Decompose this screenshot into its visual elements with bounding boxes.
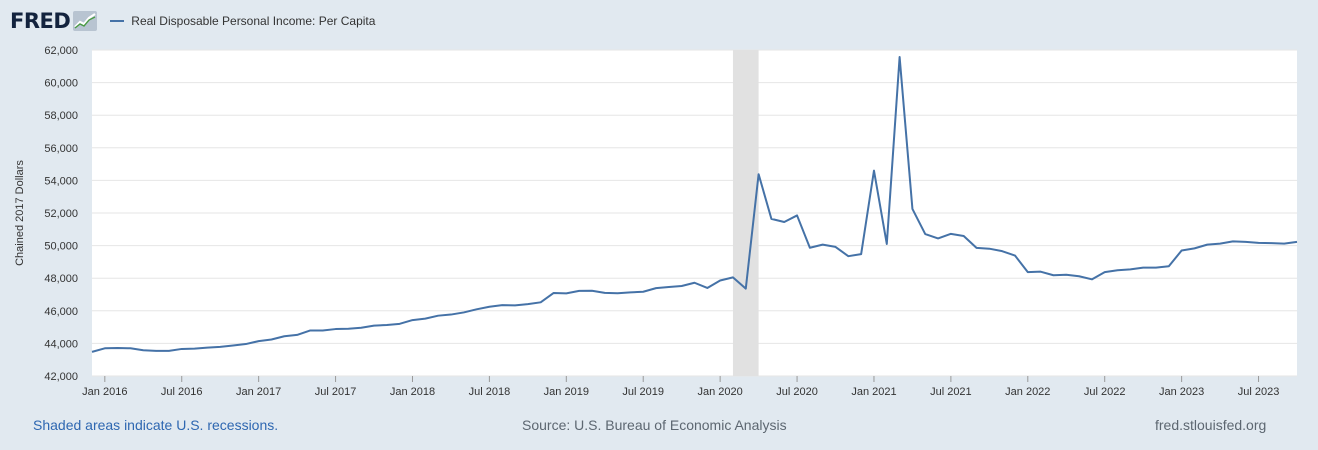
y-tick-label: 42,000 [44, 371, 78, 383]
x-tick-label: Jan 2020 [698, 386, 743, 398]
gridlines [92, 49, 1297, 377]
x-tick-label: Jan 2022 [1005, 386, 1050, 398]
y-tick-label: 58,000 [44, 110, 78, 122]
legend-series-label: Real Disposable Personal Income: Per Cap… [131, 14, 376, 28]
x-tick-label: Jan 2019 [544, 386, 589, 398]
x-tick-label: Jul 2020 [776, 386, 818, 398]
y-tick-label: 44,000 [44, 338, 78, 350]
legend-swatch [110, 20, 125, 22]
y-tick-label: 56,000 [44, 143, 78, 155]
x-tick-label: Jul 2019 [622, 386, 664, 398]
y-axis-label: Chained 2017 Dollars [14, 160, 26, 266]
source-text: Source: U.S. Bureau of Economic Analysis [522, 417, 787, 433]
y-tick-label: 60,000 [44, 78, 78, 90]
y-tick-label: 46,000 [44, 306, 78, 318]
x-tick-label: Jul 2016 [161, 386, 203, 398]
x-tick-label: Jul 2022 [1084, 386, 1126, 398]
series-line-real-disposable-income [91, 56, 1298, 353]
fred-chart-logo-icon [73, 11, 98, 31]
y-tick-label: 54,000 [44, 175, 78, 187]
y-tick-label: 48,000 [44, 273, 78, 285]
x-tick-label: Jan 2016 [82, 386, 127, 398]
x-tick-label: Jul 2023 [1238, 386, 1280, 398]
legend[interactable]: Real Disposable Personal Income: Per Cap… [110, 14, 375, 28]
y-tick-label: 62,000 [44, 45, 78, 57]
x-tick-label: Jan 2021 [851, 386, 896, 398]
x-tick-label: Jan 2017 [236, 386, 281, 398]
x-tick-label: Jul 2017 [315, 386, 357, 398]
x-axis-ticks: Jan 2016 Jul 2016 Jan 2017 Jul 2017 Jan 2018… [82, 376, 1279, 398]
fred-logo-text: FRED [10, 8, 71, 33]
x-tick-label: Jan 2018 [390, 386, 435, 398]
x-tick-label: Jan 2023 [1159, 386, 1204, 398]
series-layer [91, 56, 1298, 353]
x-tick-label: Jul 2021 [930, 386, 972, 398]
header: FRED Real Disposable Personal Income: Pe… [10, 8, 375, 34]
site-url[interactable]: fred.stlouisfed.org [1155, 417, 1267, 433]
chart-area[interactable]: 42,000 44,000 46,000 48,000 50,000 52,000 54,0… [0, 0, 1318, 405]
y-axis-ticks: 42,000 44,000 46,000 48,000 50,000 52,000 54,0… [44, 45, 78, 383]
fred-logo[interactable]: FRED [10, 8, 98, 33]
y-tick-label: 52,000 [44, 208, 78, 220]
recession-note-link[interactable]: Shaded areas indicate U.S. recessions. [33, 417, 279, 433]
y-tick-label: 50,000 [44, 241, 78, 253]
x-tick-label: Jul 2018 [469, 386, 511, 398]
